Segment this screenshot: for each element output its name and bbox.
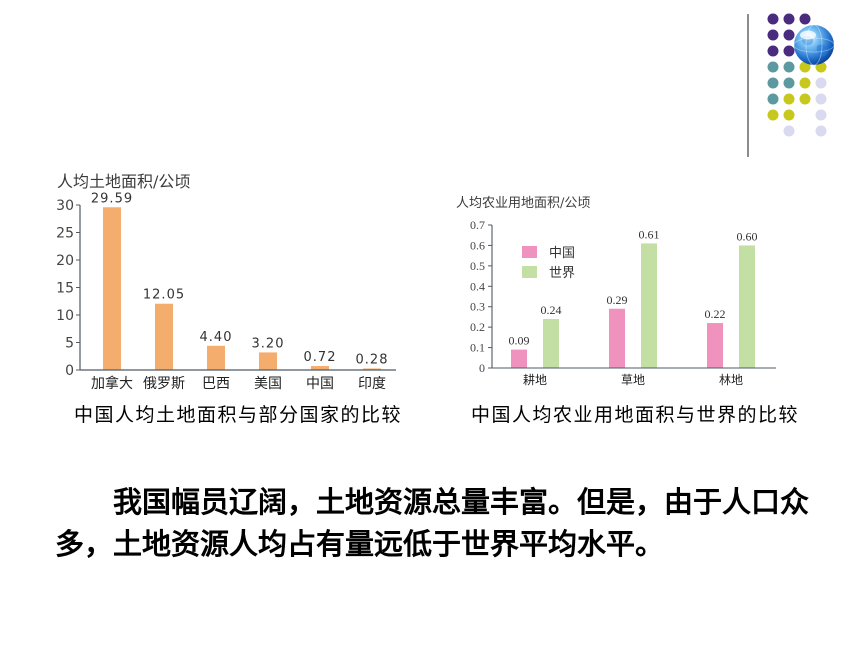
land-area-bar	[207, 345, 225, 370]
decor-dot	[799, 13, 811, 25]
decor-dot	[815, 77, 827, 89]
decor-dot	[815, 125, 827, 137]
y-tick-label: 30	[56, 198, 74, 214]
decor-dot	[783, 29, 795, 41]
land-area-bar	[103, 207, 121, 370]
x-category-label: 草地	[621, 373, 645, 387]
x-category-label: 中国	[306, 376, 334, 392]
agri-land-bar-world	[739, 245, 755, 368]
legend-label: 世界	[549, 266, 575, 281]
decor-dot	[767, 29, 779, 41]
y-tick-label: 5	[65, 336, 74, 352]
decor-dot	[783, 93, 795, 105]
y-tick-label: 25	[56, 226, 74, 242]
y-tick-label: 0.6	[470, 238, 485, 252]
x-category-label: 耕地	[523, 372, 547, 387]
y-tick-label: 20	[56, 253, 74, 269]
y-tick-label: 15	[56, 281, 74, 297]
bar-value-label: 3.20	[252, 336, 285, 351]
globe-highlight	[800, 30, 816, 40]
bar-value-label: 0.29	[607, 293, 628, 307]
bar-value-label: 0.72	[304, 350, 337, 365]
decor-dot	[767, 77, 779, 89]
agri-land-bar-china	[707, 323, 723, 368]
agri-land-bar-china	[511, 349, 527, 368]
y-tick-label: 0.1	[470, 341, 485, 355]
decor-dot	[783, 109, 795, 121]
decor-dot	[783, 61, 795, 73]
x-category-label: 美国	[254, 376, 282, 392]
land-area-bar	[259, 352, 277, 370]
decor-dot	[767, 45, 779, 57]
land-area-bar	[311, 366, 329, 370]
agri-land-bar-world	[641, 243, 657, 368]
decor-dot	[783, 125, 795, 137]
legend-swatch	[522, 266, 537, 278]
decor-dot	[799, 77, 811, 89]
agri-chart-caption: 中国人均农业用地面积与世界的比较	[470, 404, 799, 426]
globe-parallel	[793, 37, 835, 53]
land-area-bar-chart: 29.59 加拿大 12.05 俄罗斯 4.40 巴西 3.20 美国 0.72 中国 0.28 印度…	[56, 191, 396, 392]
agri-land-bar-china	[609, 308, 625, 368]
land-area-bar	[363, 368, 381, 370]
globe-icon	[793, 24, 835, 66]
y-tick-label: 0.7	[470, 218, 485, 232]
agri-land-bar-world	[543, 318, 559, 368]
decor-dot	[815, 93, 827, 105]
legend-swatch	[522, 246, 537, 258]
decor-dot	[767, 61, 779, 73]
y-tick-label: 0.2	[470, 320, 485, 334]
land-area-bar	[155, 303, 173, 370]
x-category-label: 印度	[358, 376, 386, 392]
x-category-label: 俄罗斯	[143, 376, 185, 392]
y-tick-label: 0.3	[470, 300, 485, 314]
vertical-divider-line	[747, 14, 749, 157]
globe-sphere	[794, 25, 834, 65]
decor-dot	[783, 45, 795, 57]
y-tick-label: 0.5	[470, 259, 485, 273]
decor-dot	[767, 109, 779, 121]
decor-dot	[783, 77, 795, 89]
y-tick-label: 0	[479, 361, 485, 375]
bar-value-label: 29.59	[91, 191, 133, 206]
agri-chart-axis-title: 人均农业用地面积/公顷	[456, 196, 591, 211]
decor-dot	[767, 13, 779, 25]
legend-label: 中国	[549, 246, 575, 261]
bar-value-label: 4.40	[200, 330, 233, 345]
globe-meridian	[805, 24, 823, 66]
bar-value-label: 0.61	[639, 227, 660, 241]
land-chart-caption: 中国人均土地面积与部分国家的比较	[73, 404, 402, 426]
decor-dot	[815, 109, 827, 121]
globe-landmass	[816, 44, 828, 57]
y-tick-label: 0.4	[470, 279, 485, 293]
body-paragraph: 我国幅员辽阔，土地资源总量丰富。但是，由于人口众多，土地资源人均占有量远低于世界…	[55, 485, 810, 561]
y-tick-label: 10	[56, 308, 74, 324]
bar-value-label: 12.05	[143, 288, 185, 303]
decor-dot	[799, 61, 811, 73]
bar-value-label: 0.22	[705, 307, 726, 321]
x-category-label: 林地	[719, 373, 743, 387]
y-tick-label: 0	[65, 363, 74, 379]
bar-value-label: 0.24	[541, 303, 562, 317]
decor-dot	[783, 13, 795, 25]
decor-dot	[767, 93, 779, 105]
bar-value-label: 0.60	[737, 229, 758, 243]
decorative-dot-grid	[767, 13, 827, 137]
bar-value-label: 0.28	[356, 352, 389, 367]
x-category-label: 巴西	[202, 376, 230, 392]
bar-value-label: 0.09	[509, 334, 530, 348]
x-category-label: 加拿大	[91, 375, 133, 392]
land-chart-axis-title: 人均土地面积/公顷	[57, 172, 191, 191]
decor-dot	[799, 93, 811, 105]
